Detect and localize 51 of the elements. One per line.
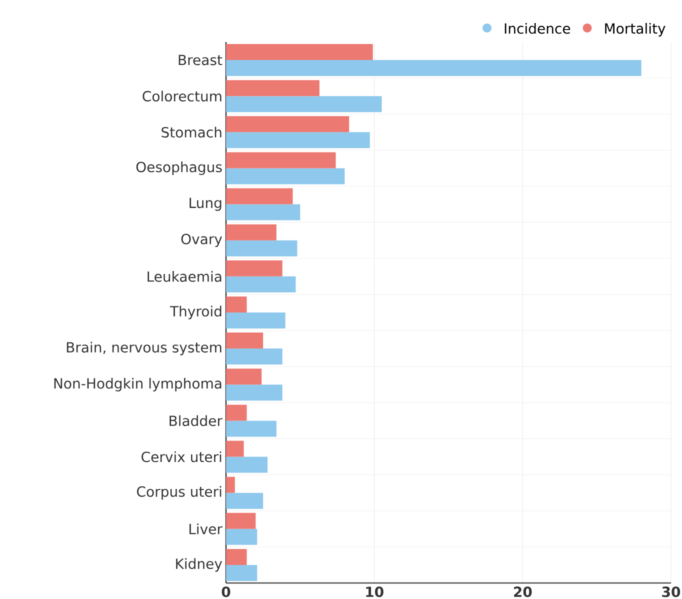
y-tick-label: Lung xyxy=(190,198,222,211)
bar xyxy=(226,548,247,565)
bar xyxy=(226,44,373,60)
x-tick-label: 10 xyxy=(366,586,384,598)
bar xyxy=(226,260,282,276)
bar xyxy=(226,80,320,96)
x-tick-label: 20 xyxy=(514,586,532,598)
y-tick-label: Breast xyxy=(178,54,222,66)
bar xyxy=(226,420,276,437)
bar xyxy=(226,512,256,529)
x-tick-label: 30 xyxy=(662,586,680,598)
y-tick-label: Leukaemia xyxy=(148,271,222,282)
y-tick-label: Ovary xyxy=(181,234,222,248)
x-tick-label: 0 xyxy=(222,586,230,598)
y-tick-label: Brain, nervous system xyxy=(66,342,222,356)
y-tick-label: Corpus uteri xyxy=(137,486,222,500)
bar xyxy=(226,456,268,473)
bar xyxy=(226,564,258,581)
bar xyxy=(226,204,300,220)
bar xyxy=(226,96,382,112)
bar xyxy=(226,492,264,509)
bar xyxy=(226,384,282,401)
bar xyxy=(226,132,370,148)
bar xyxy=(226,224,276,240)
y-tick-label: Kidney xyxy=(176,558,222,572)
y-tick-label: Oesophagus xyxy=(136,161,222,176)
y-tick-label: Bladder xyxy=(170,415,222,426)
bar xyxy=(226,276,296,292)
bar xyxy=(226,240,298,256)
bar xyxy=(226,528,258,545)
bar xyxy=(226,60,642,76)
bar xyxy=(226,296,247,312)
y-tick-label: Thyroid xyxy=(170,306,222,320)
bar xyxy=(226,168,345,184)
bar xyxy=(226,440,244,457)
bar xyxy=(226,116,350,132)
y-tick-label: Liver xyxy=(190,523,222,534)
bar xyxy=(226,188,293,204)
y-tick-label: Stomach xyxy=(162,126,222,138)
legend-label: Incidence xyxy=(504,22,570,34)
bar xyxy=(226,152,336,168)
bar xyxy=(226,348,282,365)
y-tick-label: Colorectum xyxy=(142,90,222,102)
legend-label: Mortality xyxy=(605,22,666,37)
bar xyxy=(226,312,286,328)
bar xyxy=(226,332,264,349)
y-tick-label: Cervix uteri xyxy=(142,451,222,462)
bar xyxy=(226,368,262,385)
bar xyxy=(226,404,247,421)
bar xyxy=(226,476,235,493)
y-tick-label: Non-Hodgkin lymphoma xyxy=(54,378,222,392)
